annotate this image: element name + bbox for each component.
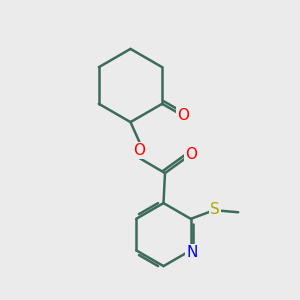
Text: S: S xyxy=(210,202,220,217)
Text: N: N xyxy=(187,245,198,260)
Text: O: O xyxy=(177,108,189,123)
Text: O: O xyxy=(134,143,146,158)
Text: O: O xyxy=(185,147,197,162)
